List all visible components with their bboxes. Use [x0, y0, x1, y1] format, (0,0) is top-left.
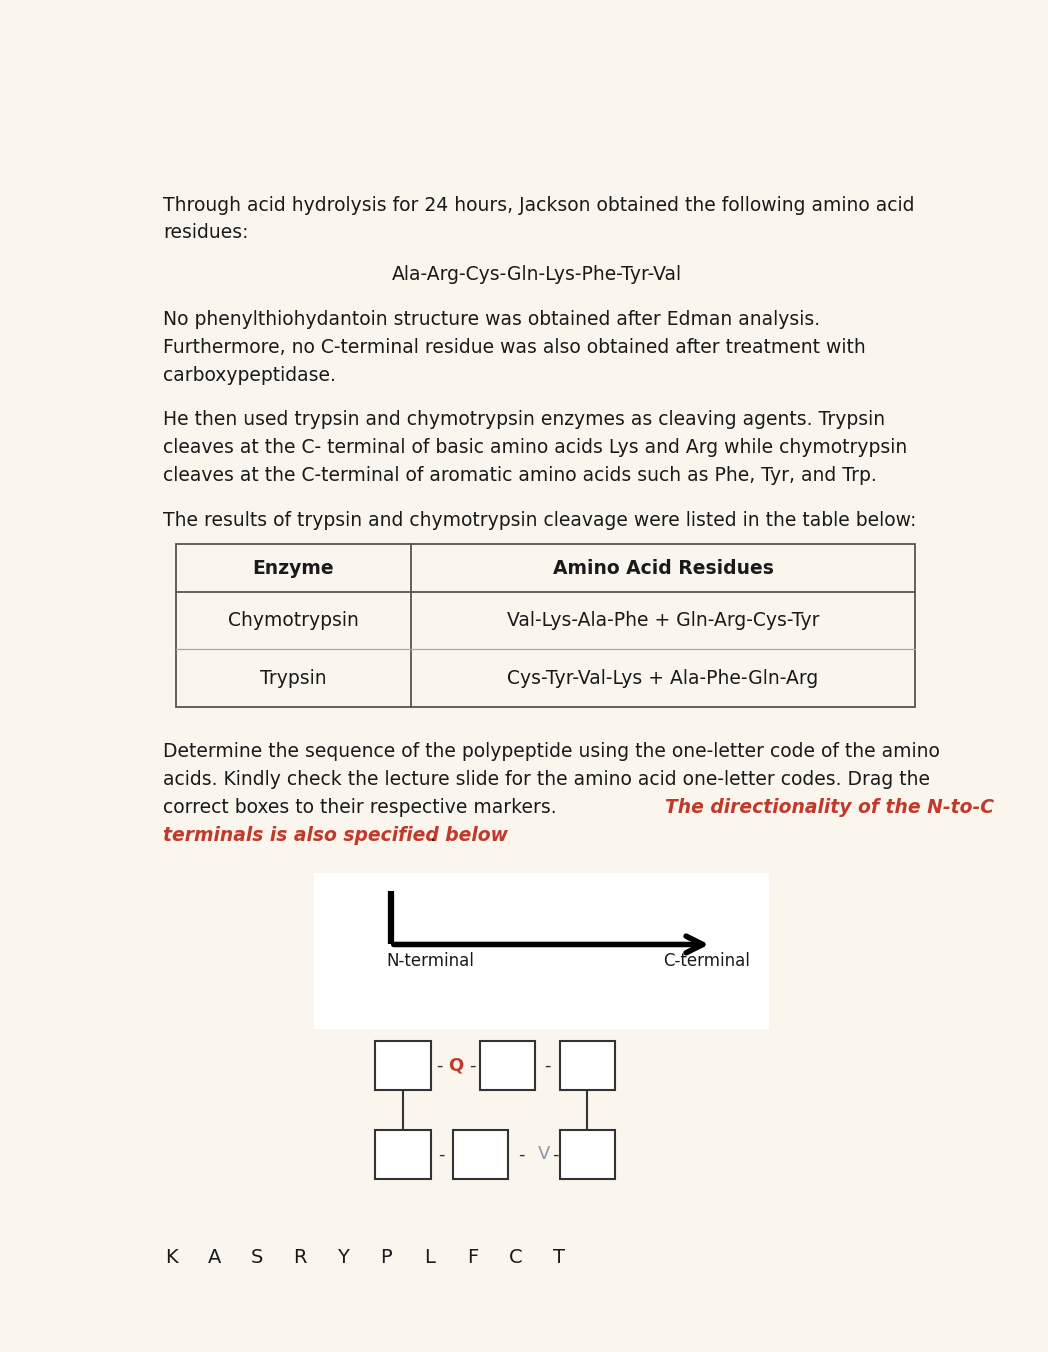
Text: carboxypeptidase.: carboxypeptidase.	[163, 366, 336, 385]
Text: -: -	[468, 1057, 476, 1075]
Text: Ala-Arg-Cys-Gln-Lys-Phe-Tyr-Val: Ala-Arg-Cys-Gln-Lys-Phe-Tyr-Val	[392, 265, 682, 284]
Text: C-terminal: C-terminal	[663, 952, 750, 969]
Text: He then used trypsin and chymotrypsin enzymes as cleaving agents. Trypsin: He then used trypsin and chymotrypsin en…	[163, 411, 886, 430]
Text: -: -	[519, 1145, 525, 1163]
Text: -: -	[436, 1057, 442, 1075]
Text: A: A	[208, 1248, 221, 1267]
Text: Enzyme: Enzyme	[253, 558, 334, 577]
Bar	[560, 1041, 615, 1090]
Text: The results of trypsin and chymotrypsin cleavage were listed in the table below:: The results of trypsin and chymotrypsin …	[163, 511, 917, 530]
Text: -: -	[438, 1145, 445, 1163]
Text: C: C	[508, 1248, 522, 1267]
Text: Determine the sequence of the polypeptide using the one-letter code of the amino: Determine the sequence of the polypeptid…	[163, 742, 940, 761]
Text: Q: Q	[449, 1057, 463, 1075]
Text: Amino Acid Residues: Amino Acid Residues	[552, 558, 773, 577]
Text: Furthermore, no C-terminal residue was also obtained after treatment with: Furthermore, no C-terminal residue was a…	[163, 338, 867, 357]
Bar	[494, 1233, 537, 1282]
Bar	[480, 1041, 536, 1090]
Text: residues:: residues:	[163, 223, 249, 242]
Bar	[408, 1233, 451, 1282]
Bar	[193, 1233, 236, 1282]
Text: Y: Y	[337, 1248, 349, 1267]
Bar	[453, 1130, 508, 1179]
Text: T: T	[552, 1248, 565, 1267]
Text: Cys-Tyr-Val-Lys + Ala-Phe-Gln-Arg: Cys-Tyr-Val-Lys + Ala-Phe-Gln-Arg	[507, 669, 818, 688]
Bar	[537, 1233, 581, 1282]
Bar	[150, 1233, 193, 1282]
Text: -: -	[552, 1145, 559, 1163]
Bar	[451, 1233, 494, 1282]
Bar	[560, 1130, 615, 1179]
Text: V: V	[538, 1145, 550, 1163]
Text: Val-Lys-Ala-Phe + Gln-Arg-Cys-Tyr: Val-Lys-Ala-Phe + Gln-Arg-Cys-Tyr	[507, 611, 820, 630]
Text: cleaves at the C-terminal of aromatic amino acids such as Phe, Tyr, and Trp.: cleaves at the C-terminal of aromatic am…	[163, 466, 877, 485]
Text: P: P	[380, 1248, 392, 1267]
Text: Through acid hydrolysis for 24 hours, Jackson obtained the following amino acid: Through acid hydrolysis for 24 hours, Ja…	[163, 196, 915, 215]
Text: .: .	[430, 826, 436, 845]
Bar	[322, 1233, 365, 1282]
Bar	[375, 1041, 431, 1090]
Text: F: F	[467, 1248, 478, 1267]
Text: No phenylthiohydantoin structure was obtained after Edman analysis.: No phenylthiohydantoin structure was obt…	[163, 310, 821, 329]
Bar	[279, 1233, 322, 1282]
Text: K: K	[165, 1248, 177, 1267]
Text: R: R	[293, 1248, 307, 1267]
Text: -: -	[544, 1057, 551, 1075]
Text: L: L	[424, 1248, 435, 1267]
Text: S: S	[252, 1248, 263, 1267]
Text: N-terminal: N-terminal	[387, 952, 475, 969]
Bar	[236, 1233, 279, 1282]
Text: cleaves at the C- terminal of basic amino acids Lys and Arg while chymotrypsin: cleaves at the C- terminal of basic amin…	[163, 438, 908, 457]
Text: Chymotrypsin: Chymotrypsin	[228, 611, 358, 630]
Text: terminals is also specified below: terminals is also specified below	[163, 826, 508, 845]
Bar	[375, 1130, 431, 1179]
Text: acids. Kindly check the lecture slide for the amino acid one-letter codes. Drag : acids. Kindly check the lecture slide fo…	[163, 771, 931, 790]
Text: The directionality of the N-to-C: The directionality of the N-to-C	[664, 798, 994, 817]
Text: correct boxes to their respective markers.: correct boxes to their respective marker…	[163, 798, 563, 817]
Text: Trypsin: Trypsin	[260, 669, 327, 688]
Bar	[313, 872, 768, 1029]
Bar	[365, 1233, 408, 1282]
Bar	[176, 545, 915, 707]
